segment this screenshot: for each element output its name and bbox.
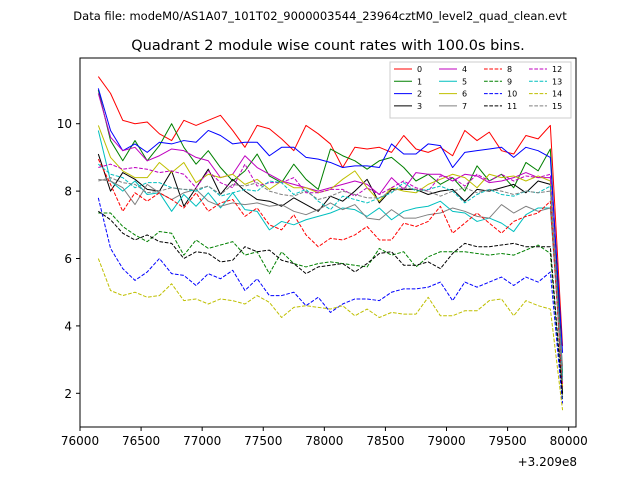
series-line-5 — [97, 130, 564, 377]
y-tick-label: 2 — [64, 387, 72, 401]
legend-label-15: 15 — [552, 102, 562, 111]
legend-label-0: 0 — [417, 65, 422, 74]
x-offset-label: +3.209e8 — [518, 455, 577, 469]
series-line-10 — [97, 197, 564, 404]
legend-label-10: 10 — [507, 90, 517, 99]
x-tick-label: 78000 — [305, 434, 343, 448]
legend-label-4: 4 — [462, 65, 467, 74]
legend-label-9: 9 — [507, 77, 512, 86]
legend-label-3: 3 — [417, 102, 422, 111]
legend-label-11: 11 — [507, 102, 517, 111]
series-line-4 — [97, 93, 564, 380]
legend-label-14: 14 — [552, 90, 562, 99]
legend-label-13: 13 — [552, 77, 562, 86]
x-axis: 76000 76500 77000 77500 78000 78500 79000 79500… — [61, 427, 588, 448]
chart-suptitle: Data file: modeM0/AS1A07_101T02_90000035… — [73, 9, 567, 23]
x-tick-label: 80000 — [550, 434, 588, 448]
legend-label-6: 6 — [462, 90, 467, 99]
series-line-14 — [97, 258, 564, 411]
legend-label-7: 7 — [462, 102, 467, 111]
x-tick-label: 76500 — [122, 434, 160, 448]
y-tick-label: 6 — [64, 252, 72, 266]
legend-label-8: 8 — [507, 65, 512, 74]
x-tick-label: 79500 — [488, 434, 526, 448]
series-line-6 — [97, 125, 564, 387]
plot-frame — [79, 57, 577, 428]
series-line-8 — [97, 158, 564, 387]
series-line-11 — [98, 210, 564, 397]
series-line-15 — [98, 177, 564, 384]
y-tick-label: 10 — [57, 117, 72, 131]
legend-label-1: 1 — [417, 77, 422, 86]
y-axis: 2 4 6 8 10 — [57, 117, 80, 401]
chart-title: Quadrant 2 module wise count rates with … — [131, 38, 525, 54]
series-layer — [97, 76, 564, 411]
series-line-12 — [98, 163, 564, 384]
legend-label-2: 2 — [417, 90, 422, 99]
y-tick-label: 8 — [64, 185, 72, 199]
legend-label-5: 5 — [462, 77, 467, 86]
x-tick-label: 77000 — [183, 434, 221, 448]
series-line-2 — [97, 88, 564, 353]
series-line-1 — [97, 89, 564, 374]
x-tick-label: 79000 — [427, 434, 465, 448]
legend-label-12: 12 — [552, 65, 562, 74]
y-tick-label: 4 — [64, 319, 72, 333]
series-line-9 — [98, 212, 564, 401]
x-tick-label: 76000 — [61, 434, 99, 448]
x-tick-label: 77500 — [244, 434, 282, 448]
series-line-0 — [97, 76, 564, 347]
legend-box — [389, 61, 572, 119]
series-line-7 — [98, 178, 564, 367]
x-tick-label: 78500 — [366, 434, 404, 448]
